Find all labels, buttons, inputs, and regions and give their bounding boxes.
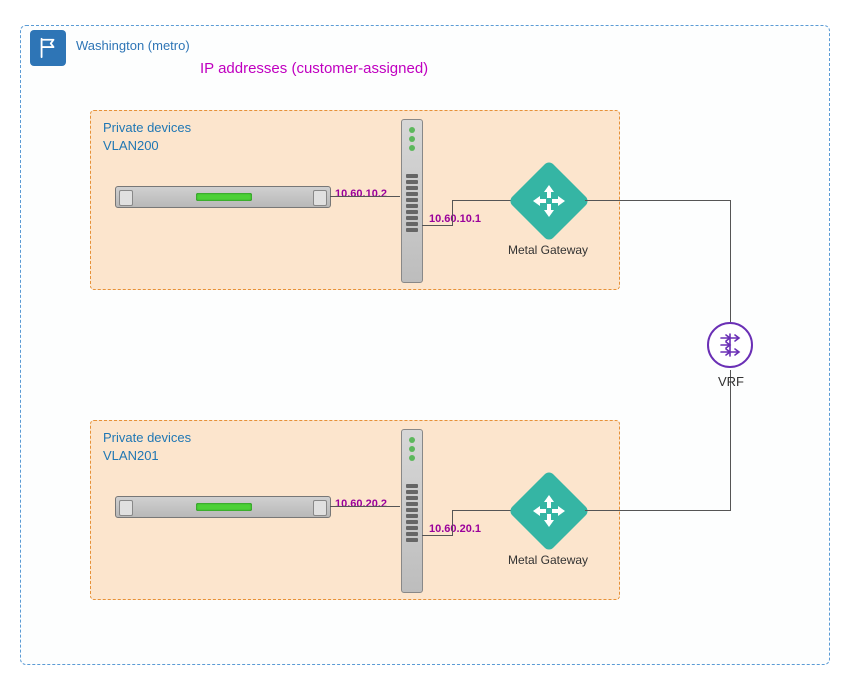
- vlan-line2: VLAN201: [103, 448, 159, 463]
- conn-line: [730, 200, 731, 322]
- conn-line: [452, 510, 512, 511]
- server-device: [115, 496, 331, 518]
- vlan-line1: Private devices: [103, 430, 191, 445]
- region-name: Washington (metro): [76, 38, 190, 53]
- gateway-diamond: [508, 470, 590, 552]
- patch-strip: [401, 429, 423, 593]
- vlan-line2: VLAN200: [103, 138, 159, 153]
- conn-line: [422, 225, 452, 226]
- vrf-icon: [707, 322, 753, 368]
- conn-line: [422, 535, 452, 536]
- gateway-label: Metal Gateway: [508, 243, 588, 257]
- vlan-line1: Private devices: [103, 120, 191, 135]
- gateway-ip: 10.60.20.1: [429, 523, 481, 535]
- conn-line: [452, 200, 453, 226]
- conn-line: [452, 200, 512, 201]
- page-title: IP addresses (customer-assigned): [200, 60, 428, 77]
- patch-strip: [401, 119, 423, 283]
- vlan-title: Private devices VLAN201: [103, 429, 191, 464]
- conn-line: [585, 200, 730, 201]
- gateway-label: Metal Gateway: [508, 553, 588, 567]
- gateway-diamond: [508, 160, 590, 242]
- vlan-title: Private devices VLAN200: [103, 119, 191, 154]
- server-device: [115, 186, 331, 208]
- vrf-label: VRF: [718, 374, 744, 389]
- server-ip: 10.60.20.2: [335, 498, 387, 510]
- gateway-ip: 10.60.10.1: [429, 213, 481, 225]
- conn-line: [330, 196, 400, 197]
- server-ip: 10.60.10.2: [335, 188, 387, 200]
- flag-icon: [30, 30, 66, 66]
- conn-line: [730, 370, 731, 511]
- conn-line: [330, 506, 400, 507]
- conn-line: [452, 510, 453, 536]
- conn-line: [585, 510, 730, 511]
